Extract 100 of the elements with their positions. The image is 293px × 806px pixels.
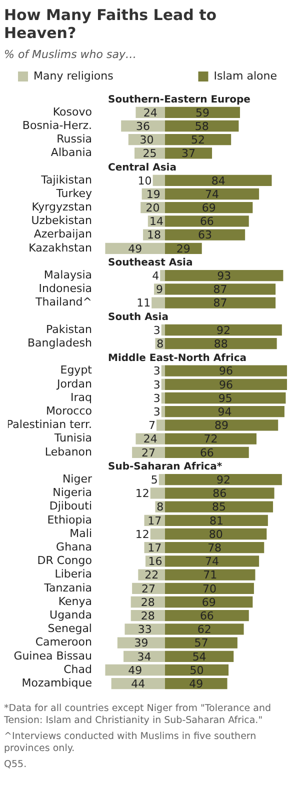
data-label: 5 [150,473,158,486]
data-label: 96 [219,364,233,378]
data-label: 87 [213,296,228,310]
bar [160,270,165,282]
data-label: 4 [152,269,160,282]
data-label: 66 [200,609,214,622]
data-label: 16 [148,555,162,568]
data-label: 62 [197,623,212,636]
data-label: 85 [212,500,226,514]
y-tick-label: Indonesia [38,282,92,296]
bar [152,297,165,308]
data-label: 17 [148,541,162,554]
y-tick-label: Azerbaijan [34,228,92,241]
data-label: 87 [213,283,228,296]
y-tick-label: Thailand^ [34,296,92,309]
y-tick-label: Nigeria [52,486,92,500]
data-label: 89 [214,419,229,432]
data-label: 88 [214,337,228,350]
y-tick-label: Central Asia [108,162,176,174]
data-label: 20 [146,201,160,214]
data-label: 59 [195,106,210,120]
data-label: 7 [148,419,156,432]
data-label: 29 [176,242,190,256]
y-tick-label: Mali [70,526,92,540]
y-tick-label: Southern-Eastern Europe [108,94,251,106]
bar [156,420,165,431]
data-label: 30 [140,133,154,146]
data-label: 49 [189,677,204,690]
bar [150,528,165,540]
data-label: 28 [140,609,155,622]
bar [161,324,165,336]
data-label: 93 [217,269,232,282]
data-label: 44 [131,677,146,690]
legend-label: Islam alone [214,69,278,82]
y-tick-label: Tunisia [53,432,92,445]
data-label: 9 [156,283,164,296]
bar [161,365,165,376]
data-label: 28 [140,596,155,609]
data-label: 3 [153,405,160,418]
data-label: 63 [198,228,212,242]
data-label: 50 [190,664,204,677]
y-tick-label: Sub-Saharan Africa* [108,462,223,473]
data-label: 66 [200,446,214,460]
bar [161,392,165,404]
chart-subtitle: % of Muslims who say… [3,47,138,61]
y-tick-label: South Asia [108,312,168,323]
data-label: 78 [208,541,222,554]
y-tick-label: Liberia [54,568,92,581]
y-tick-label: Middle East-North Africa [108,352,247,364]
data-label: 25 [142,147,157,160]
data-label: 11 [136,296,151,310]
y-tick-label: Ethiopia [47,513,92,526]
data-label: 36 [136,120,150,133]
legend-label: Many religions [34,69,114,82]
data-label: 72 [204,432,218,446]
y-tick-label: Bosnia-Herz. [22,118,92,132]
data-label: 92 [216,473,230,486]
y-tick-label: Guinea Bissau [14,649,92,662]
y-tick-label: Russia [56,132,92,146]
y-tick-label: Cameroon [35,636,92,649]
y-tick-label: Lebanon [44,445,92,458]
data-label: 27 [142,582,156,596]
text: ^Interviews conducted with Muslims in five southern provinces only. [4,731,258,755]
data-label: 95 [218,392,232,405]
bar [165,501,274,512]
data-label: 96 [219,378,233,392]
data-label: 86 [212,487,227,500]
data-label: 10 [138,174,152,188]
y-tick-label: Kazakhstan [28,241,92,254]
y-tick-label: DR Congo [37,554,92,568]
y-tick-label: Pakistan [46,322,92,336]
data-label: 17 [148,514,162,528]
bar [161,378,165,390]
y-tick-label: Tajikistan [40,173,92,186]
y-tick-label: Kenya [58,594,92,608]
data-label: 81 [209,514,224,528]
data-label: 92 [216,324,230,337]
bar [150,488,165,499]
y-tick-label: Niger [62,472,92,486]
data-label: 8 [156,337,164,350]
bar [158,474,165,486]
y-tick-label: Djibouti [49,500,92,513]
bar [165,338,277,350]
data-label: 52 [191,133,206,146]
data-label: 8 [156,500,164,514]
bar [165,216,249,227]
data-label: 54 [192,650,206,664]
y-tick-label: Uzbekistan [31,214,92,228]
data-label: 34 [137,650,152,664]
data-label: 39 [134,636,148,650]
data-label: 69 [202,201,216,214]
data-label: 12 [135,487,150,500]
bar [152,174,165,186]
y-tick-label: Egypt [60,364,93,377]
text: *Data for all countries except Niger from "Tolerance and Tension: Islam and Christianity in Sub-Saharan Africa." [4,703,272,727]
y-tick-label: Malaysia [44,268,92,282]
data-label: 69 [202,596,216,609]
bar [165,284,276,295]
data-label: 24 [143,432,158,446]
data-label: 70 [202,582,216,596]
